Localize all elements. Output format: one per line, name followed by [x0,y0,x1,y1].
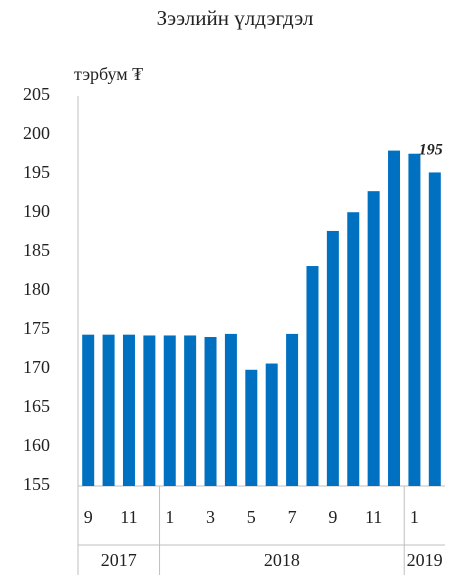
bar [428,172,441,486]
x-tick-label: 1 [165,507,174,527]
bar [204,337,217,486]
bar [143,335,156,486]
x-tick-label: 1 [410,507,419,527]
bar [347,212,360,486]
bar [286,333,299,486]
year-label: 2017 [101,550,137,570]
x-tick-label: 5 [247,507,256,527]
chart-title: Зээлийн үлдэгдэл [157,6,314,30]
y-tick-label: 160 [23,435,50,455]
y-tick-label: 205 [23,84,50,104]
x-tick-label: 3 [206,507,215,527]
x-tick-label: 11 [365,507,382,527]
unit-label: тэрбум ₮ [74,64,143,84]
y-tick-label: 155 [23,474,50,494]
bar [122,334,135,486]
y-tick-label: 200 [23,123,50,143]
x-tick-label: 7 [288,507,297,527]
bar [306,266,319,486]
bar [224,333,237,486]
y-tick-label: 185 [23,240,50,260]
year-label: 2018 [264,550,300,570]
bar [102,334,115,486]
bar [82,334,95,486]
y-tick-label: 195 [23,162,50,182]
y-tick-label: 165 [23,396,50,416]
bar [245,369,258,486]
y-tick-label: 180 [23,279,50,299]
bar [163,335,176,486]
x-tick-label: 11 [120,507,137,527]
y-tick-label: 175 [23,318,50,338]
bar [265,363,278,486]
y-tick-label: 190 [23,201,50,221]
y-tick-label: 170 [23,357,50,377]
bar [388,150,401,486]
x-tick-label: 9 [328,507,337,527]
bar [184,335,197,486]
year-label: 2019 [407,550,443,570]
bar [326,230,339,486]
bar [367,191,380,486]
x-tick-label: 9 [84,507,93,527]
value-annotation: 195 [419,141,443,158]
bar [408,153,421,486]
